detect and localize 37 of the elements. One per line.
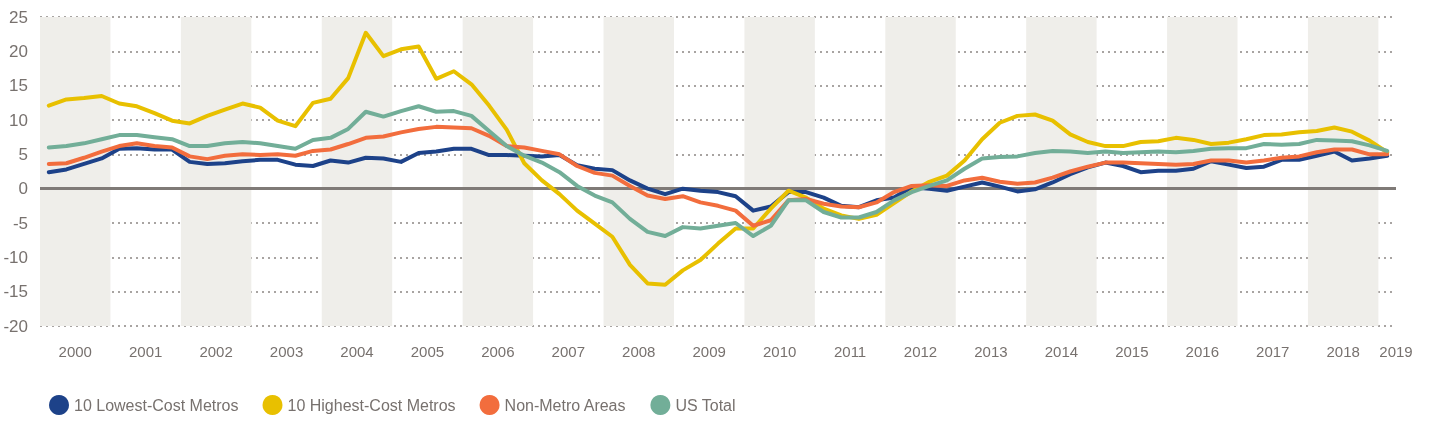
x-tick-label: 2005 [410,343,445,360]
line-series [46,124,1390,228]
y-tick-label: -5 [12,213,28,233]
x-tick-label: 2016 [1185,343,1219,360]
y-tick-label: 15 [9,76,28,96]
y-tick-label: 0 [18,179,28,199]
y-tick-label: 20 [9,41,28,61]
x-tick-label: 2017 [1256,343,1290,360]
legend-label: 10 Lowest-Cost Metros [74,396,239,414]
x-tick-label: 2000 [58,343,92,360]
x-tick-label: 2013 [974,343,1008,360]
x-tick-label: 2008 [622,343,656,360]
y-tick-label: -10 [3,247,28,267]
y-tick-label: 25 [9,7,28,27]
y-tick-label: 10 [9,110,28,130]
x-tick-label: 2001 [128,343,163,360]
legend-label: Non-Metro Areas [504,396,626,414]
x-tick-label: 2009 [692,343,726,360]
x-tick-label: 2012 [903,343,938,360]
y-tick-label: 5 [18,144,28,164]
y-tick-label: -20 [3,316,28,336]
x-tick-label: 2002 [199,343,233,360]
y-tick-label: -15 [3,282,28,302]
x-tick-label: 2004 [340,343,374,360]
x-tick-label: 2018 [1326,343,1360,360]
x-tick-label: 2007 [551,343,585,360]
x-tick-label: 2003 [269,343,304,360]
x-tick-label: 2019 [1379,343,1413,360]
legend-label: US Total [675,396,736,414]
line-series [46,104,1390,239]
line-series [46,30,1390,287]
x-tick-label: 2006 [481,343,515,360]
x-tick-label: 2011 [833,343,867,360]
x-tick-label: 2015 [1115,343,1149,360]
x-tick-label: 2014 [1044,343,1079,360]
legend-label: 10 Highest-Cost Metros [287,396,456,414]
x-tick-label: 2010 [762,343,797,360]
